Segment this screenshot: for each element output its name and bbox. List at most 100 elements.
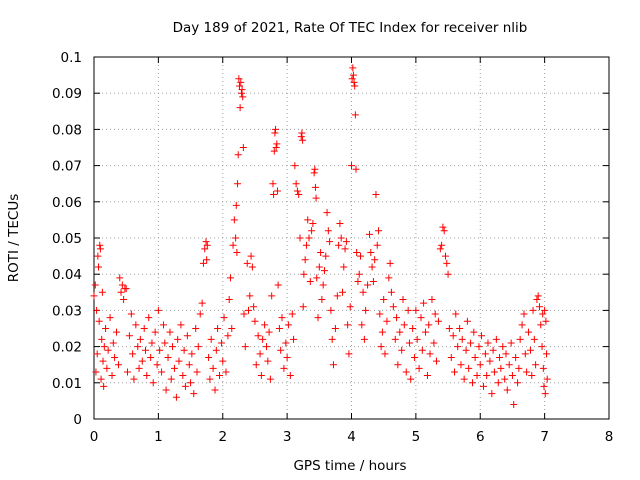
- data-point: [237, 78, 245, 86]
- data-point: [100, 343, 108, 351]
- data-point: [304, 216, 312, 224]
- data-point: [95, 317, 103, 325]
- data-point: [113, 328, 121, 336]
- data-point: [346, 303, 354, 311]
- data-point: [502, 350, 510, 358]
- data-point: [423, 372, 431, 380]
- data-point: [526, 346, 534, 354]
- data-point: [169, 343, 177, 351]
- data-point: [196, 310, 204, 318]
- data-point: [265, 328, 273, 336]
- data-point: [444, 270, 452, 278]
- data-point: [127, 310, 135, 318]
- data-point: [409, 325, 417, 332]
- data-point: [256, 350, 264, 358]
- y-tick-label: 0.08: [52, 122, 82, 138]
- data-point: [320, 267, 328, 275]
- data-point: [369, 277, 377, 285]
- data-point: [220, 314, 228, 322]
- data-point: [292, 180, 300, 188]
- data-point: [537, 321, 545, 329]
- data-point: [224, 332, 232, 340]
- data-point: [329, 361, 337, 369]
- x-tick-label: 5: [412, 429, 421, 445]
- data-point: [375, 227, 383, 235]
- data-point: [212, 346, 220, 354]
- data-point: [205, 353, 213, 361]
- data-point: [457, 361, 465, 369]
- data-point: [92, 368, 100, 376]
- data-point: [387, 288, 395, 296]
- data-point: [359, 288, 367, 296]
- data-point: [351, 111, 359, 119]
- data-point: [261, 321, 269, 329]
- data-point: [277, 346, 285, 354]
- data-point: [349, 71, 357, 79]
- data-point: [154, 306, 162, 314]
- y-tick-label: 0.09: [52, 86, 82, 102]
- data-point: [344, 321, 352, 329]
- data-point: [187, 379, 195, 387]
- data-point: [538, 343, 546, 351]
- data-point: [499, 343, 507, 351]
- data-point: [270, 191, 278, 199]
- data-point: [432, 357, 440, 365]
- data-point: [469, 379, 477, 387]
- data-point: [239, 144, 247, 151]
- data-point: [308, 227, 316, 235]
- data-point: [162, 386, 170, 394]
- data-point: [341, 245, 349, 253]
- data-point: [229, 241, 237, 249]
- data-point: [456, 325, 464, 332]
- data-point: [143, 372, 151, 380]
- data-point: [247, 252, 255, 260]
- data-point: [542, 317, 550, 325]
- data-point: [180, 346, 188, 354]
- data-point: [391, 335, 399, 343]
- data-point: [136, 335, 144, 343]
- data-point: [490, 368, 498, 376]
- data-point: [528, 372, 536, 380]
- data-point: [440, 227, 448, 235]
- data-point: [272, 125, 280, 133]
- data-point: [156, 346, 164, 354]
- data-point: [398, 346, 406, 354]
- data-point: [324, 227, 332, 235]
- data-point: [425, 321, 433, 329]
- data-point: [540, 382, 548, 390]
- data-point: [153, 361, 161, 369]
- data-point: [264, 357, 272, 365]
- data-point: [463, 317, 471, 325]
- data-point: [411, 353, 419, 361]
- data-point: [483, 372, 491, 380]
- data-point: [385, 274, 393, 282]
- data-point: [310, 169, 318, 177]
- data-point: [170, 364, 178, 372]
- data-point: [235, 75, 243, 83]
- data-point: [120, 296, 128, 304]
- data-point: [532, 361, 540, 369]
- data-point: [226, 274, 234, 282]
- data-point: [322, 252, 330, 260]
- data-point: [489, 346, 497, 354]
- data-point: [478, 332, 486, 340]
- data-point: [94, 252, 102, 260]
- data-point: [342, 238, 350, 246]
- data-point: [331, 325, 339, 332]
- data-point: [430, 339, 438, 347]
- data-point: [207, 335, 215, 343]
- data-point: [465, 364, 473, 372]
- data-point: [273, 140, 281, 148]
- data-point: [149, 379, 157, 387]
- data-point: [373, 241, 381, 249]
- data-point: [209, 364, 217, 372]
- data-point: [138, 357, 146, 365]
- y-tick-label: 0.05: [52, 231, 82, 247]
- data-point: [386, 259, 394, 267]
- x-tick-label: 8: [605, 429, 614, 445]
- data-point: [452, 310, 460, 318]
- data-point: [140, 325, 148, 332]
- data-point: [129, 350, 137, 358]
- data-point: [345, 350, 353, 358]
- data-point: [235, 82, 243, 90]
